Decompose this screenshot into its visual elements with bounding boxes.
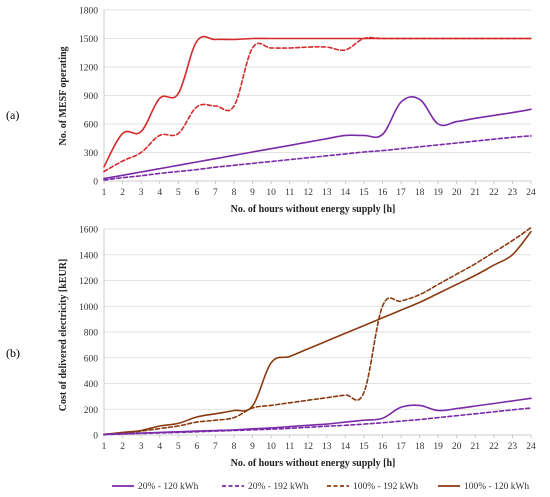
x-tick-label: 2 — [120, 188, 125, 198]
y-tick-label: 600 — [84, 121, 99, 131]
legend-label: 100% - 192 kWh — [353, 482, 418, 492]
y-tick-label: 0 — [93, 432, 98, 442]
panel-b-y-axis-label: Cost of delivered electricity [kEUR] — [58, 259, 69, 412]
y-tick-label: 1600 — [79, 226, 98, 236]
legend-item: 20% - 192 kWh — [222, 482, 309, 492]
panel-a-grid — [103, 9, 531, 182]
x-tick-label: 16 — [378, 442, 388, 452]
y-tick-label: 1400 — [79, 251, 98, 261]
x-tick-label: 3 — [139, 442, 144, 452]
legend-label: 20% - 192 kWh — [248, 482, 309, 492]
y-tick-label: 1000 — [79, 303, 98, 313]
y-tick-label: 1800 — [79, 7, 98, 17]
x-tick-label: 19 — [433, 188, 443, 198]
x-tick-label: 20 — [452, 442, 462, 452]
x-tick-label: 15 — [359, 442, 369, 452]
legend-label: 100% - 120 kWh — [464, 482, 529, 492]
panel-a-y-axis-label: No. of MESF operating — [58, 46, 69, 145]
x-tick-label: 6 — [194, 442, 199, 452]
series-line-s100_192 — [103, 226, 532, 436]
x-tick-label: 3 — [139, 188, 144, 198]
series-line-s100_120 — [103, 35, 532, 168]
x-tick-label: 10 — [266, 442, 276, 452]
series-line-s100_192 — [103, 36, 532, 173]
x-tick-label: 4 — [157, 442, 162, 452]
x-tick-label: 24 — [526, 442, 536, 452]
y-tick-label: 1200 — [79, 64, 98, 74]
y-tick-label: 800 — [84, 329, 99, 339]
x-tick-label: 17 — [396, 442, 406, 452]
x-tick-label: 4 — [157, 188, 162, 198]
x-tick-label: 8 — [232, 442, 237, 452]
x-tick-label: 22 — [489, 188, 499, 198]
x-tick-label: 15 — [359, 188, 369, 198]
x-tick-label: 9 — [250, 442, 255, 452]
legend-label: 20% - 120 kWh — [138, 482, 199, 492]
x-tick-label: 14 — [341, 442, 351, 452]
x-tick-label: 18 — [415, 442, 425, 452]
panel-b-grid — [103, 228, 531, 436]
panel-a-label: (a) — [6, 108, 19, 122]
x-tick-label: 13 — [322, 188, 332, 198]
x-tick-label: 2 — [120, 442, 125, 452]
legend-item: 100% - 120 kWh — [438, 482, 529, 492]
series-line-s20_192 — [103, 135, 532, 181]
x-tick-label: 13 — [322, 442, 332, 452]
panel-a-x-ticks: 1 2 3 4 5 6 7 8 9 10 11 12 13 14 15 16 17 18 19 20 21 22 23 24 — [102, 181, 536, 198]
x-tick-label: 7 — [213, 442, 218, 452]
x-tick-label: 18 — [415, 188, 425, 198]
y-tick-label: 200 — [84, 406, 99, 416]
x-tick-label: 22 — [489, 442, 499, 452]
y-tick-label: 600 — [84, 354, 99, 364]
x-tick-label: 1 — [102, 188, 107, 198]
x-tick-label: 11 — [285, 188, 294, 198]
legend-item: 100% - 192 kWh — [327, 482, 418, 492]
x-tick-label: 10 — [266, 188, 276, 198]
series-line-s20_120 — [103, 96, 532, 180]
panel-b-y-ticks: 0 200 400 600 800 1000 1200 1400 1600 — [79, 226, 98, 442]
panel-b-label: (b) — [6, 346, 20, 360]
panel-b-x-ticks: 1 2 3 4 5 6 7 8 9 10 11 12 13 14 15 16 17 18 19 20 21 22 23 24 — [102, 435, 536, 452]
y-tick-label: 900 — [84, 92, 99, 102]
y-tick-label: 1200 — [79, 277, 98, 287]
x-tick-label: 11 — [285, 442, 294, 452]
series-line-s20_120 — [103, 397, 532, 436]
x-tick-label: 1 — [102, 442, 107, 452]
y-tick-label: 300 — [84, 149, 99, 159]
x-tick-label: 9 — [250, 188, 255, 198]
x-tick-label: 7 — [213, 188, 218, 198]
x-tick-label: 14 — [341, 188, 351, 198]
series-line-s100_120 — [103, 230, 532, 436]
x-tick-label: 21 — [471, 442, 481, 452]
x-tick-label: 20 — [452, 188, 462, 198]
x-tick-label: 12 — [303, 442, 313, 452]
y-tick-label: 1500 — [79, 35, 98, 45]
x-tick-label: 16 — [378, 188, 388, 198]
panel-b-series — [103, 226, 532, 436]
x-tick-label: 5 — [176, 442, 181, 452]
panel-a-x-axis-label: No. of hours without energy supply [h] — [231, 204, 396, 215]
x-tick-label: 21 — [471, 188, 481, 198]
y-tick-label: 400 — [84, 380, 99, 390]
legend: 20% - 120 kWh 20% - 192 kWh 100% - 192 kWh… — [112, 482, 529, 492]
x-tick-label: 8 — [232, 188, 237, 198]
x-tick-label: 23 — [508, 442, 518, 452]
x-tick-label: 23 — [508, 188, 518, 198]
x-tick-label: 6 — [194, 188, 199, 198]
series-line-s20_192 — [103, 407, 532, 436]
x-tick-label: 17 — [396, 188, 406, 198]
x-tick-label: 5 — [176, 188, 181, 198]
panel-a-series — [103, 35, 532, 181]
panel-a-y-ticks: 0 300 600 900 1200 1500 1800 — [79, 7, 98, 188]
panel-b-x-axis-label: No. of hours without energy supply [h] — [231, 458, 396, 469]
x-tick-label: 24 — [526, 188, 536, 198]
legend-item: 20% - 120 kWh — [112, 482, 199, 492]
x-tick-label: 12 — [303, 188, 313, 198]
x-tick-label: 19 — [433, 442, 443, 452]
y-tick-label: 0 — [93, 178, 98, 188]
